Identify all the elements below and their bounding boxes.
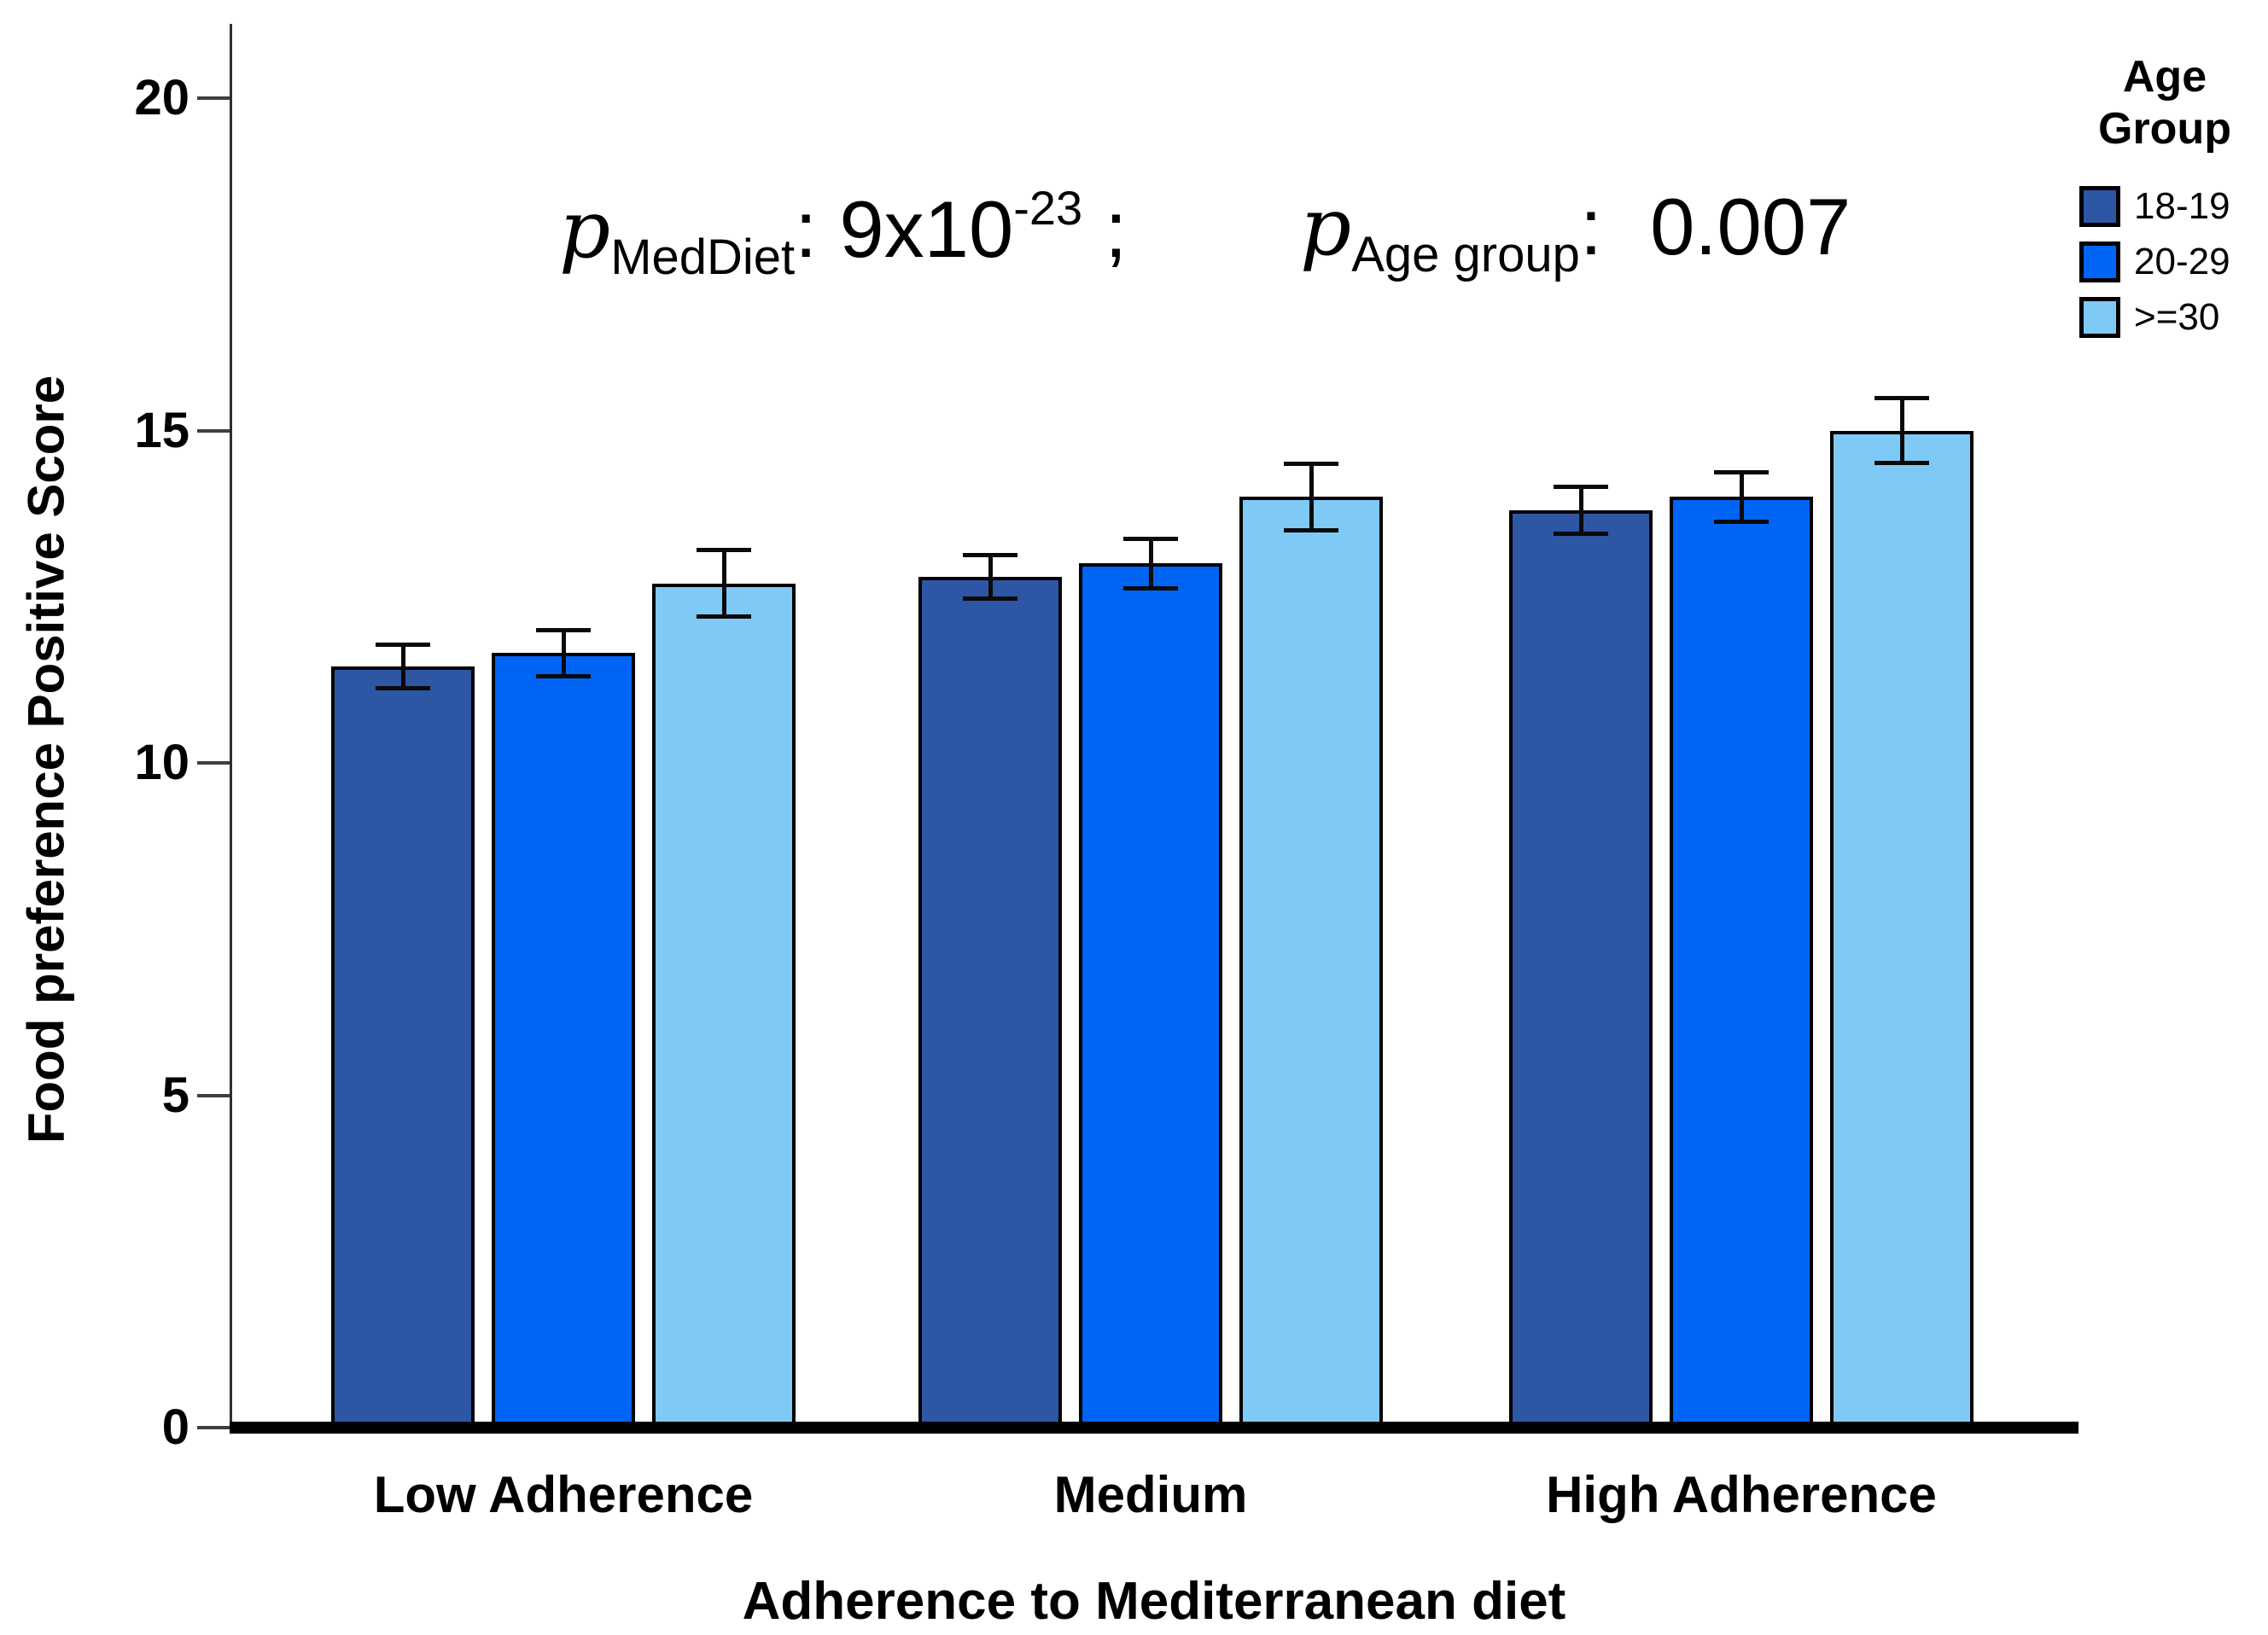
error-bar-line — [1899, 398, 1904, 463]
legend-title-line: Age — [2122, 52, 2207, 102]
error-bar-cap — [1123, 585, 1178, 591]
y-tick-mark — [197, 1426, 230, 1429]
legend-label: 18-19 — [2134, 184, 2230, 227]
legend-swatch-icon — [2079, 296, 2120, 338]
error-bar-cap — [1284, 461, 1338, 466]
error-bar-cap — [1123, 536, 1178, 541]
error-bar-line — [1578, 486, 1583, 534]
p-value-meddiet: pMedDiet: 9x10-23 ; — [559, 181, 1127, 287]
bar-20-29-High Adherence — [1670, 497, 1813, 1428]
p-value-agegroup: pAge group: 0.007 — [1300, 181, 1851, 284]
error-bar-cap — [1554, 485, 1608, 490]
error-bar-cap — [1714, 470, 1769, 475]
legend-item-20-29: 20-29 — [2079, 240, 2267, 282]
error-bar-cap — [376, 642, 430, 647]
error-bar-cap — [1554, 531, 1608, 536]
x-axis-baseline — [230, 1422, 2079, 1434]
y-tick-mark — [197, 761, 230, 765]
colon: : — [1579, 182, 1625, 271]
bar-18-19-Low Adherence — [331, 666, 475, 1428]
y-tick-label: 0 — [161, 1399, 189, 1455]
legend-title: Age Group — [2079, 51, 2250, 156]
legend-label: 20-29 — [2134, 240, 2230, 282]
legend-item-18-19: 18-19 — [2079, 184, 2267, 227]
bar-18-19-Medium — [918, 576, 1062, 1428]
error-bar-cap — [1714, 519, 1769, 524]
p-symbol: p — [1300, 181, 1352, 274]
p-value-number: 0.007 — [1650, 182, 1851, 271]
bar-20-29-Low Adherence — [492, 653, 635, 1428]
p-value-exponent: -23 — [1013, 181, 1083, 235]
error-bar-cap — [963, 552, 1017, 557]
semicolon: ; — [1082, 184, 1128, 274]
bar-20-29-Medium — [1079, 563, 1222, 1428]
y-axis-line — [230, 24, 232, 1428]
p-subscript-agegroup: Age group — [1351, 227, 1580, 282]
x-category-label: Low Adherence — [373, 1466, 754, 1523]
x-axis-title: Adherence to Mediterranean diet — [742, 1572, 1566, 1631]
x-category-label: High Adherence — [1546, 1466, 1937, 1523]
y-tick-label: 20 — [134, 70, 189, 125]
error-bar-cap — [697, 548, 751, 553]
bar->=30-Medium — [1239, 497, 1383, 1428]
error-bar-cap — [536, 627, 591, 632]
error-bar-line — [721, 550, 726, 617]
error-bar-line — [1739, 472, 1744, 522]
y-tick-label: 15 — [134, 402, 189, 458]
y-tick-mark — [197, 96, 230, 100]
colon: : — [795, 184, 840, 274]
error-bar-cap — [1874, 461, 1929, 466]
y-tick-label: 10 — [134, 735, 189, 790]
bar->=30-Low Adherence — [652, 583, 796, 1428]
error-bar-line — [1148, 538, 1153, 589]
legend-title-line: Group — [2098, 104, 2231, 154]
error-bar-cap — [963, 596, 1017, 602]
error-bar-line — [561, 630, 566, 677]
bar->=30-High Adherence — [1830, 430, 1974, 1428]
error-bar-cap — [536, 674, 591, 679]
error-bar-line — [400, 644, 405, 689]
legend-label: >=30 — [2134, 295, 2220, 338]
p-value-annotation: pMedDiet: 9x10-23 ; pAge group: 0.007 — [0, 181, 2268, 335]
legend: Age Group 18-19 20-29 >=30 — [2079, 51, 2267, 353]
p-subscript-meddiet: MedDiet — [610, 230, 796, 285]
p-symbol: p — [559, 183, 611, 276]
y-tick-mark — [197, 428, 230, 433]
legend-swatch-icon — [2079, 241, 2120, 282]
error-bar-line — [988, 555, 993, 599]
y-tick-mark — [197, 1093, 230, 1097]
p-value-mantissa: 9x10 — [839, 184, 1014, 274]
legend-item->=30: >=30 — [2079, 295, 2267, 338]
y-tick-label: 5 — [161, 1067, 189, 1123]
legend-items: 18-19 20-29 >=30 — [2079, 184, 2267, 338]
error-bar-cap — [697, 614, 751, 620]
error-bar-cap — [1284, 527, 1338, 532]
bar-18-19-High Adherence — [1509, 509, 1653, 1428]
legend-swatch-icon — [2079, 185, 2120, 227]
error-bar-cap — [1874, 395, 1929, 400]
error-bar-cap — [376, 686, 430, 691]
error-bar-line — [1309, 463, 1314, 531]
x-category-label: Medium — [1053, 1466, 1248, 1523]
